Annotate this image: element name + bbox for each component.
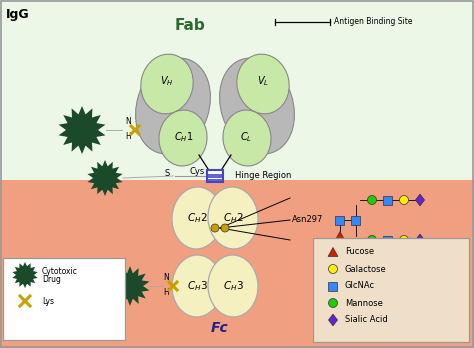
Text: H: H (125, 132, 131, 141)
FancyBboxPatch shape (383, 196, 392, 205)
Text: Lys: Lys (42, 296, 54, 306)
Ellipse shape (223, 110, 271, 166)
Ellipse shape (219, 58, 294, 154)
Circle shape (328, 264, 337, 274)
Polygon shape (328, 247, 338, 256)
Circle shape (328, 299, 337, 308)
Text: Galactose: Galactose (345, 264, 387, 274)
Text: N: N (125, 117, 131, 126)
Text: H: H (163, 288, 169, 297)
Ellipse shape (172, 187, 222, 249)
FancyBboxPatch shape (352, 215, 361, 224)
Polygon shape (59, 106, 105, 154)
Text: Fab: Fab (174, 18, 205, 33)
Circle shape (211, 224, 219, 232)
Circle shape (221, 224, 229, 232)
Text: $V_L$: $V_L$ (257, 74, 269, 88)
Ellipse shape (136, 58, 210, 154)
Ellipse shape (172, 255, 222, 317)
Text: S: S (164, 169, 170, 179)
FancyBboxPatch shape (0, 180, 474, 348)
Text: Mannose: Mannose (345, 299, 383, 308)
Circle shape (367, 236, 376, 245)
FancyBboxPatch shape (328, 282, 337, 291)
Text: GlcNAc: GlcNAc (345, 282, 375, 291)
Text: N: N (163, 273, 169, 282)
Text: Drug: Drug (42, 275, 61, 284)
Circle shape (400, 196, 409, 205)
Text: $C_L$: $C_L$ (240, 130, 252, 144)
Circle shape (400, 236, 409, 245)
Text: $C_H$2: $C_H$2 (187, 211, 207, 225)
Text: Hinge Region: Hinge Region (235, 172, 292, 181)
FancyBboxPatch shape (336, 215, 345, 224)
FancyBboxPatch shape (313, 238, 469, 342)
Polygon shape (110, 266, 149, 306)
Polygon shape (328, 314, 337, 326)
Ellipse shape (208, 255, 258, 317)
Text: Cytotoxic: Cytotoxic (42, 268, 78, 277)
Text: $C_H$3: $C_H$3 (187, 279, 207, 293)
Text: Antigen Binding Site: Antigen Binding Site (334, 16, 412, 25)
Ellipse shape (141, 54, 193, 114)
FancyBboxPatch shape (207, 170, 223, 182)
Text: $V_H$: $V_H$ (160, 74, 174, 88)
Ellipse shape (159, 110, 207, 166)
Text: Fucose: Fucose (345, 247, 374, 256)
Text: $C_H$3: $C_H$3 (223, 279, 243, 293)
Polygon shape (12, 262, 37, 288)
FancyBboxPatch shape (383, 236, 392, 245)
Ellipse shape (237, 54, 289, 114)
Text: Fc: Fc (211, 321, 229, 335)
Polygon shape (416, 234, 425, 246)
Polygon shape (87, 160, 123, 196)
Text: $C_H$1: $C_H$1 (174, 130, 194, 144)
Text: $C_H$2: $C_H$2 (223, 211, 243, 225)
Polygon shape (335, 231, 345, 240)
Circle shape (367, 196, 376, 205)
FancyBboxPatch shape (3, 258, 125, 340)
Polygon shape (416, 194, 425, 206)
Text: IgG: IgG (6, 8, 29, 21)
Ellipse shape (208, 187, 258, 249)
Text: Sialic Acid: Sialic Acid (345, 316, 388, 324)
Text: Cys: Cys (190, 167, 205, 176)
Text: Asn297: Asn297 (292, 215, 323, 224)
FancyBboxPatch shape (0, 0, 474, 180)
